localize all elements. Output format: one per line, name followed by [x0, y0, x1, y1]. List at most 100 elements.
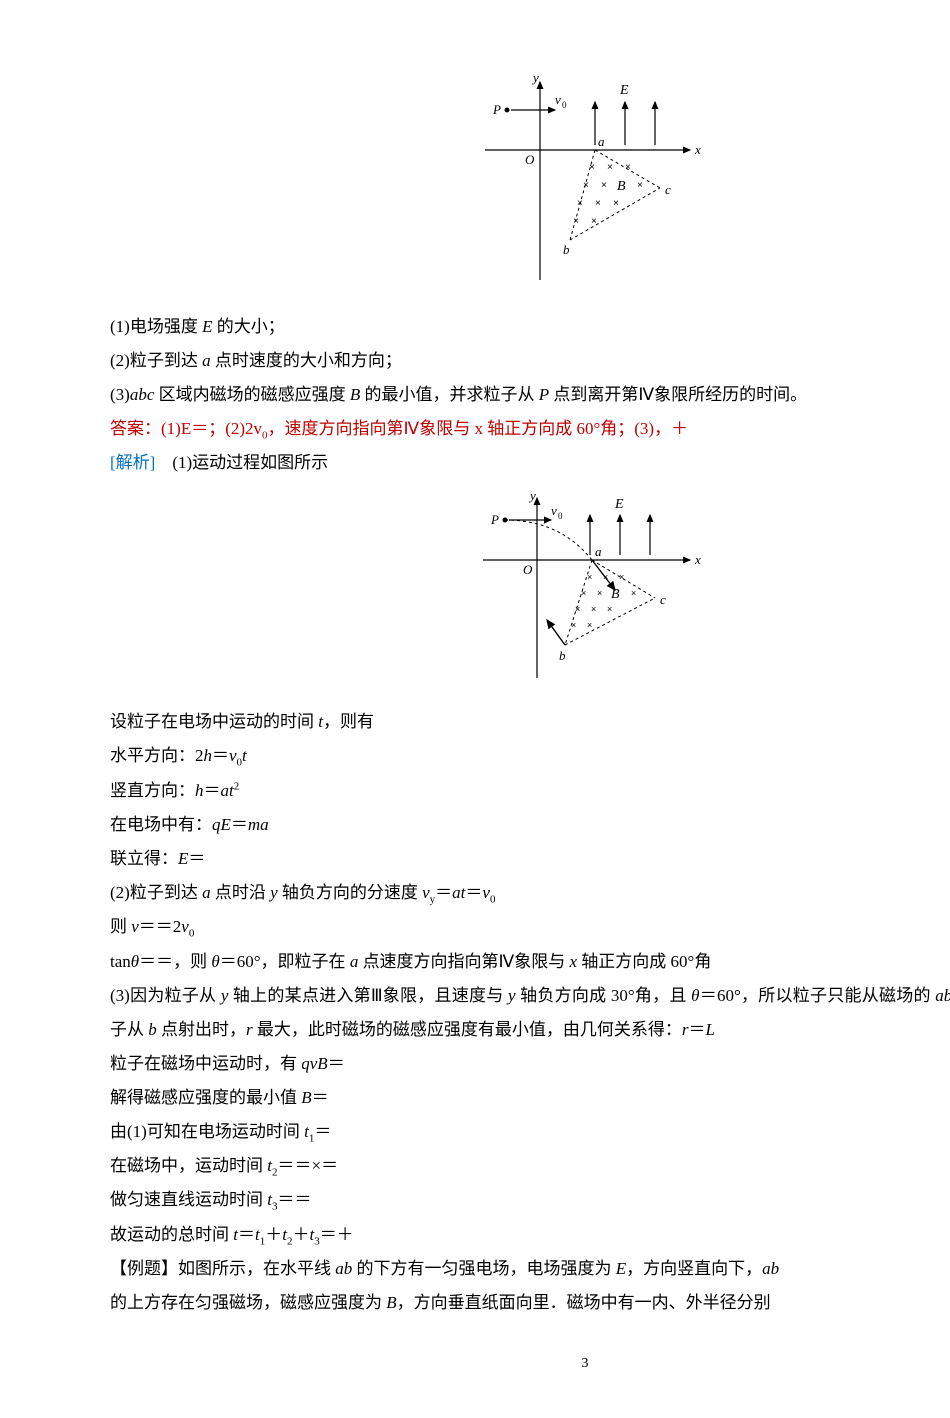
t: ，方向垂直纸面向里．磁场中有一内、外半径分别: [397, 1293, 771, 1312]
t: ＝: [238, 1225, 255, 1244]
body-l8: tanθ＝＝，则 θ＝60°，即粒子在 a 点速度方向指向第Ⅳ象限与 x 轴正方…: [110, 945, 950, 979]
svg-text:×: ×: [575, 604, 580, 614]
analysis-line: [解析] (1)运动过程如图所示: [110, 446, 950, 480]
answer-text: 答案：(1)E＝；(2)2v: [110, 419, 262, 438]
body-l1: 设粒子在电场中运动的时间 t，则有: [110, 705, 950, 739]
figure-2: x y O P v 0 E a b c B ××× ××× ××× ××: [110, 490, 950, 685]
svg-text:×: ×: [587, 620, 592, 630]
svg-text:×: ×: [589, 162, 595, 173]
t: ＝: [312, 1088, 329, 1107]
svg-text:P: P: [492, 102, 501, 117]
t: 点时沿: [211, 883, 271, 902]
t: ，方向竖直向下，: [626, 1259, 762, 1278]
svg-text:×: ×: [637, 180, 643, 191]
t: 轴正方向成 60°角: [577, 952, 711, 971]
body-l7: 则 v＝＝2v0: [110, 910, 950, 944]
t: ＝＝，则: [139, 952, 211, 971]
svg-text:y: y: [528, 490, 536, 503]
svg-text:×: ×: [581, 588, 586, 598]
svg-text:×: ×: [613, 198, 619, 209]
svg-text:×: ×: [591, 216, 597, 227]
analysis-label: [解析]: [110, 453, 155, 472]
t: ＋: [265, 1225, 282, 1244]
t: ＋: [292, 1225, 309, 1244]
q1-line3: (3)abc 区域内磁场的磁感应强度 B 的最小值，并求粒子从 P 点到离开第Ⅳ…: [110, 378, 950, 412]
t: 解得磁感应强度的最小值: [110, 1088, 301, 1107]
t: ＝: [465, 883, 482, 902]
svg-text:O: O: [523, 562, 533, 577]
t: ＝: [314, 1122, 331, 1141]
svg-text:P: P: [490, 512, 499, 527]
svg-text:×: ×: [587, 572, 592, 582]
body-l14: 做匀速直线运动时间 t3＝＝: [110, 1183, 950, 1217]
svg-text:a: a: [595, 544, 602, 559]
t: ＝: [689, 1020, 706, 1039]
svg-text:v: v: [551, 503, 557, 518]
t: ＝: [204, 781, 221, 800]
t: 的下方有一匀强电场，电场强度为: [352, 1259, 616, 1278]
svg-text:×: ×: [595, 198, 601, 209]
svg-text:B: B: [611, 587, 620, 602]
t: ＝: [328, 1054, 345, 1073]
svg-text:×: ×: [631, 588, 636, 598]
t: 做匀速直线运动时间: [110, 1190, 267, 1209]
body-l2: 水平方向：2h＝v0t: [110, 739, 950, 773]
example-l2: 的上方存在匀强磁场，磁感应强度为 B，方向垂直纸面向里．磁场中有一内、外半径分别: [110, 1286, 950, 1320]
t: 则: [110, 917, 131, 936]
t: 【例题】如图所示，在水平线: [110, 1259, 335, 1278]
svg-text:E: E: [614, 497, 624, 512]
answer-line: 答案：(1)E＝；(2)2v0，速度方向指向第Ⅳ象限与 x 轴正方向成 60°角…: [110, 412, 950, 446]
t: 区域内磁场的磁感应强度: [154, 385, 350, 404]
t: (3): [110, 385, 130, 404]
svg-text:b: b: [563, 242, 570, 257]
svg-text:y: y: [531, 70, 539, 85]
figure-2-svg: x y O P v 0 E a b c B ××× ××× ××× ××: [465, 490, 705, 685]
svg-text:×: ×: [625, 162, 631, 173]
t: ＝＝: [277, 1190, 311, 1209]
page-number: 3: [110, 1350, 950, 1378]
svg-text:×: ×: [607, 604, 612, 614]
svg-text:×: ×: [619, 572, 624, 582]
t: ，则有: [323, 712, 374, 731]
svg-text:×: ×: [591, 604, 596, 614]
t: 最大，此时磁场的磁感应强度有最小值，由几何关系得：: [253, 1020, 682, 1039]
svg-text:×: ×: [601, 180, 607, 191]
svg-text:x: x: [694, 552, 701, 567]
svg-text:c: c: [665, 182, 671, 197]
t: ＝: [435, 883, 452, 902]
t: 点到离开第Ⅳ象限所经历的时间。: [549, 385, 807, 404]
t: ＝: [231, 815, 248, 834]
t: 的最小值，并求粒子从: [360, 385, 539, 404]
q1-line1: (1)电场强度 E 的大小；: [110, 310, 950, 344]
t: ＝: [212, 746, 229, 765]
figure-1-svg: x y O P v 0 E a b c B ××× ××× ××× ××: [465, 70, 705, 290]
t: (2)粒子到达: [110, 351, 202, 370]
t: ＝60°，所以粒子只能从磁场的: [699, 986, 935, 1005]
body-l15: 故运动的总时间 t＝t1＋t2＋t3＝＋: [110, 1218, 950, 1252]
svg-text:×: ×: [583, 180, 589, 191]
svg-text:×: ×: [573, 216, 579, 227]
svg-text:E: E: [619, 83, 629, 98]
body-l4: 在电场中有：qE＝ma: [110, 808, 950, 842]
t: 粒子在磁场中运动时，有: [110, 1054, 301, 1073]
svg-text:v: v: [555, 92, 561, 107]
t: 水平方向：2: [110, 746, 204, 765]
t: ＝60°，即粒子在: [220, 952, 350, 971]
body-l13: 在磁场中，运动时间 t2＝＝×＝: [110, 1149, 950, 1183]
svg-text:a: a: [598, 134, 605, 149]
t: tan: [110, 952, 131, 971]
svg-text:×: ×: [603, 572, 608, 582]
t: 联立得：: [110, 849, 178, 868]
t: ＝＋: [320, 1225, 354, 1244]
t: (1)电场强度: [110, 317, 202, 336]
t: 点时速度的大小和方向；: [211, 351, 402, 370]
body-l11: 解得磁感应强度的最小值 B＝: [110, 1081, 950, 1115]
t: 轴负方向的分速度: [278, 883, 423, 902]
t: 在磁场中，运动时间: [110, 1156, 267, 1175]
t: 在电场中有：: [110, 815, 212, 834]
figure-1: x y O P v 0 E a b c B ××× ××× ××× ××: [110, 70, 950, 290]
t: ＝: [188, 849, 205, 868]
svg-text:0: 0: [562, 100, 567, 110]
svg-text:B: B: [617, 179, 626, 194]
body-l5: 联立得：E＝: [110, 842, 950, 876]
